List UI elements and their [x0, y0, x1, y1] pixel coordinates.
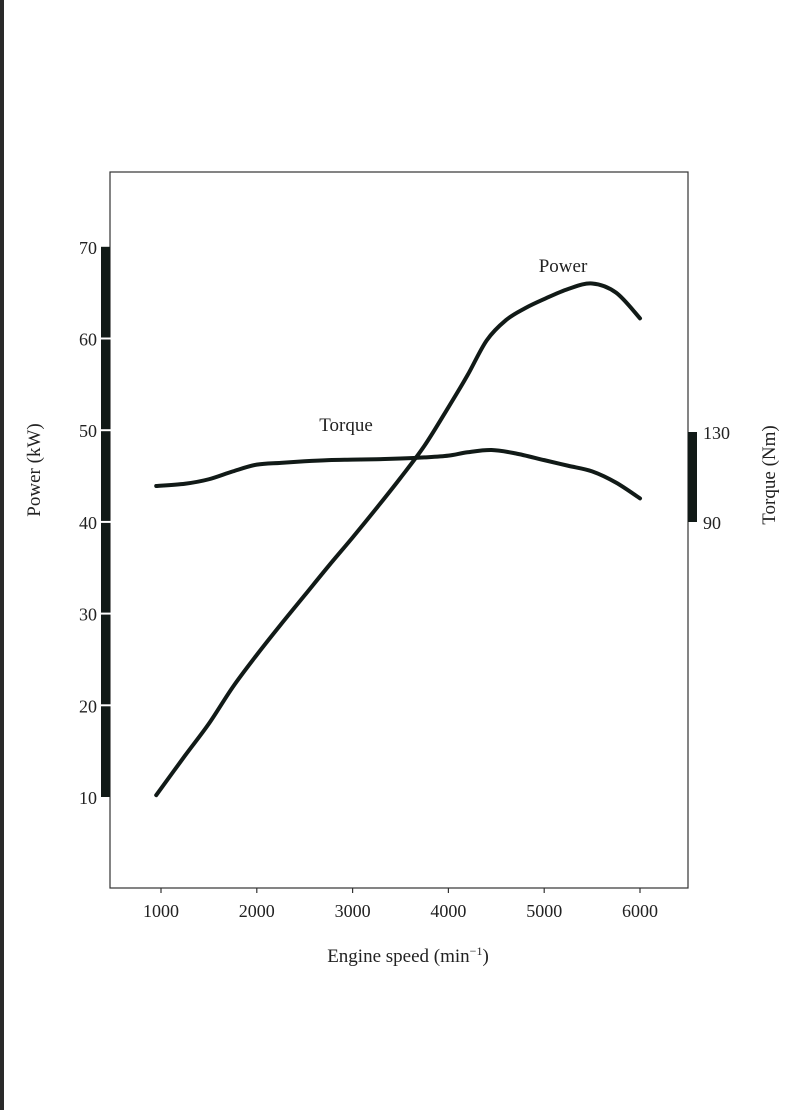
page-edge [0, 0, 4, 1110]
y-left-tick-label: 20 [79, 696, 97, 716]
y-right-tick-label: 90 [703, 513, 721, 533]
y-left-tick-label: 70 [79, 238, 97, 258]
y-left-tick-label: 60 [79, 330, 97, 350]
plot-frame [109, 171, 689, 889]
y-right-tick-label: 130 [703, 423, 730, 443]
y-left-tick-label: 40 [79, 513, 97, 533]
x-tick-label: 6000 [622, 901, 658, 921]
y-left-tick-label: 10 [79, 788, 97, 808]
x-tick-label: 3000 [335, 901, 371, 921]
x-axis-label: Engine speed (min−1) [327, 944, 489, 967]
x-tick-label: 2000 [239, 901, 275, 921]
right-axis-bar [688, 432, 697, 522]
y-left-tick-label: 50 [79, 421, 97, 441]
torque-series-label: Torque [319, 415, 373, 436]
x-tick-label: 4000 [430, 901, 466, 921]
x-tick-label: 1000 [143, 901, 179, 921]
power-series-label: Power [539, 256, 588, 277]
y-axis-left-label: Power (kW) [24, 423, 45, 516]
torque-line [154, 447, 642, 501]
x-tick-label: 5000 [526, 901, 562, 921]
power-line [154, 281, 642, 798]
y-left-tick-label: 30 [79, 605, 97, 625]
y-axis-right-label: Torque (Nm) [759, 425, 780, 524]
